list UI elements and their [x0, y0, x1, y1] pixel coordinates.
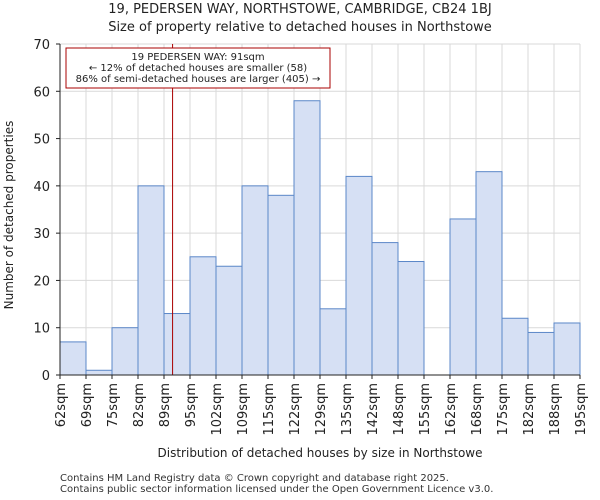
annotation-line: 86% of semi-detached houses are larger (…	[76, 74, 321, 85]
footer-licence: Contains public sector information licen…	[60, 484, 494, 495]
bar	[397, 261, 425, 376]
x-tick-label: 175sqm	[496, 383, 511, 436]
bar	[59, 341, 87, 376]
x-tick-label: 102sqm	[210, 383, 225, 436]
bar	[501, 317, 529, 376]
bar	[527, 331, 555, 376]
bar	[189, 256, 217, 376]
y-axis-label: Number of detached properties	[2, 121, 16, 310]
y-tick-label: 0	[42, 369, 50, 384]
x-tick-label: 142sqm	[366, 383, 381, 436]
footer-copyright: Contains HM Land Registry data © Crown c…	[60, 473, 449, 484]
x-tick-label: 75sqm	[106, 383, 121, 427]
bar	[137, 185, 165, 376]
x-tick-label: 115sqm	[262, 383, 277, 436]
x-tick-label: 182sqm	[522, 383, 537, 436]
annotation-frame	[65, 47, 331, 89]
bars	[59, 100, 581, 376]
bar	[215, 265, 243, 376]
y-tick-label: 30	[33, 227, 50, 242]
annotation-line: ← 12% of detached houses are smaller (58…	[89, 63, 307, 74]
x-axis-label: Distribution of detached houses by size …	[158, 446, 483, 460]
x-tick-label: 135sqm	[340, 383, 355, 436]
x-tick-label: 148sqm	[392, 383, 407, 436]
chart-title: 19, PEDERSEN WAY, NORTHSTOWE, CAMBRIDGE,…	[108, 2, 492, 17]
y-tick-label: 70	[33, 38, 50, 53]
bar	[293, 100, 321, 376]
x-tick-label: 162sqm	[444, 383, 459, 436]
x-tick-label: 195sqm	[574, 383, 589, 436]
bar	[553, 322, 581, 376]
x-tick-label: 168sqm	[470, 383, 485, 436]
y-tick-label: 50	[33, 133, 50, 148]
x-tick-label: 155sqm	[418, 383, 433, 436]
bar	[267, 194, 295, 376]
x-tick-label: 82sqm	[132, 383, 147, 427]
x-tick-label: 62sqm	[54, 383, 69, 427]
x-tick-label: 122sqm	[288, 383, 303, 436]
bar	[319, 308, 347, 376]
bar	[241, 185, 269, 376]
y-tick-label: 20	[33, 274, 50, 289]
bar	[371, 242, 399, 376]
bar	[475, 171, 503, 376]
x-tick-label: 188sqm	[548, 383, 563, 436]
x-tick-label: 95sqm	[184, 383, 199, 427]
chart-subtitle: Size of property relative to detached ho…	[108, 20, 492, 35]
x-tick-label: 69sqm	[80, 383, 95, 427]
tick-labels: 0 10 20 30 40 50 60 70 62sqm 69sqm 75sqm 82sqm 89sqm…	[33, 38, 589, 436]
y-tick-label: 10	[33, 322, 50, 337]
annotation-box: 19 PEDERSEN WAY: 91sqm← 12% of detached …	[65, 47, 331, 89]
bar	[449, 218, 477, 376]
y-tick-label: 40	[33, 180, 50, 195]
bar	[111, 327, 139, 376]
bar	[85, 369, 113, 376]
annotation-line: 19 PEDERSEN WAY: 91sqm	[131, 52, 264, 63]
x-tick-label: 109sqm	[236, 383, 251, 436]
x-tick-label: 89sqm	[158, 383, 173, 427]
x-tick-label: 129sqm	[314, 383, 329, 436]
y-tick-label: 60	[33, 85, 50, 100]
bar	[345, 175, 373, 376]
bar	[163, 313, 191, 376]
